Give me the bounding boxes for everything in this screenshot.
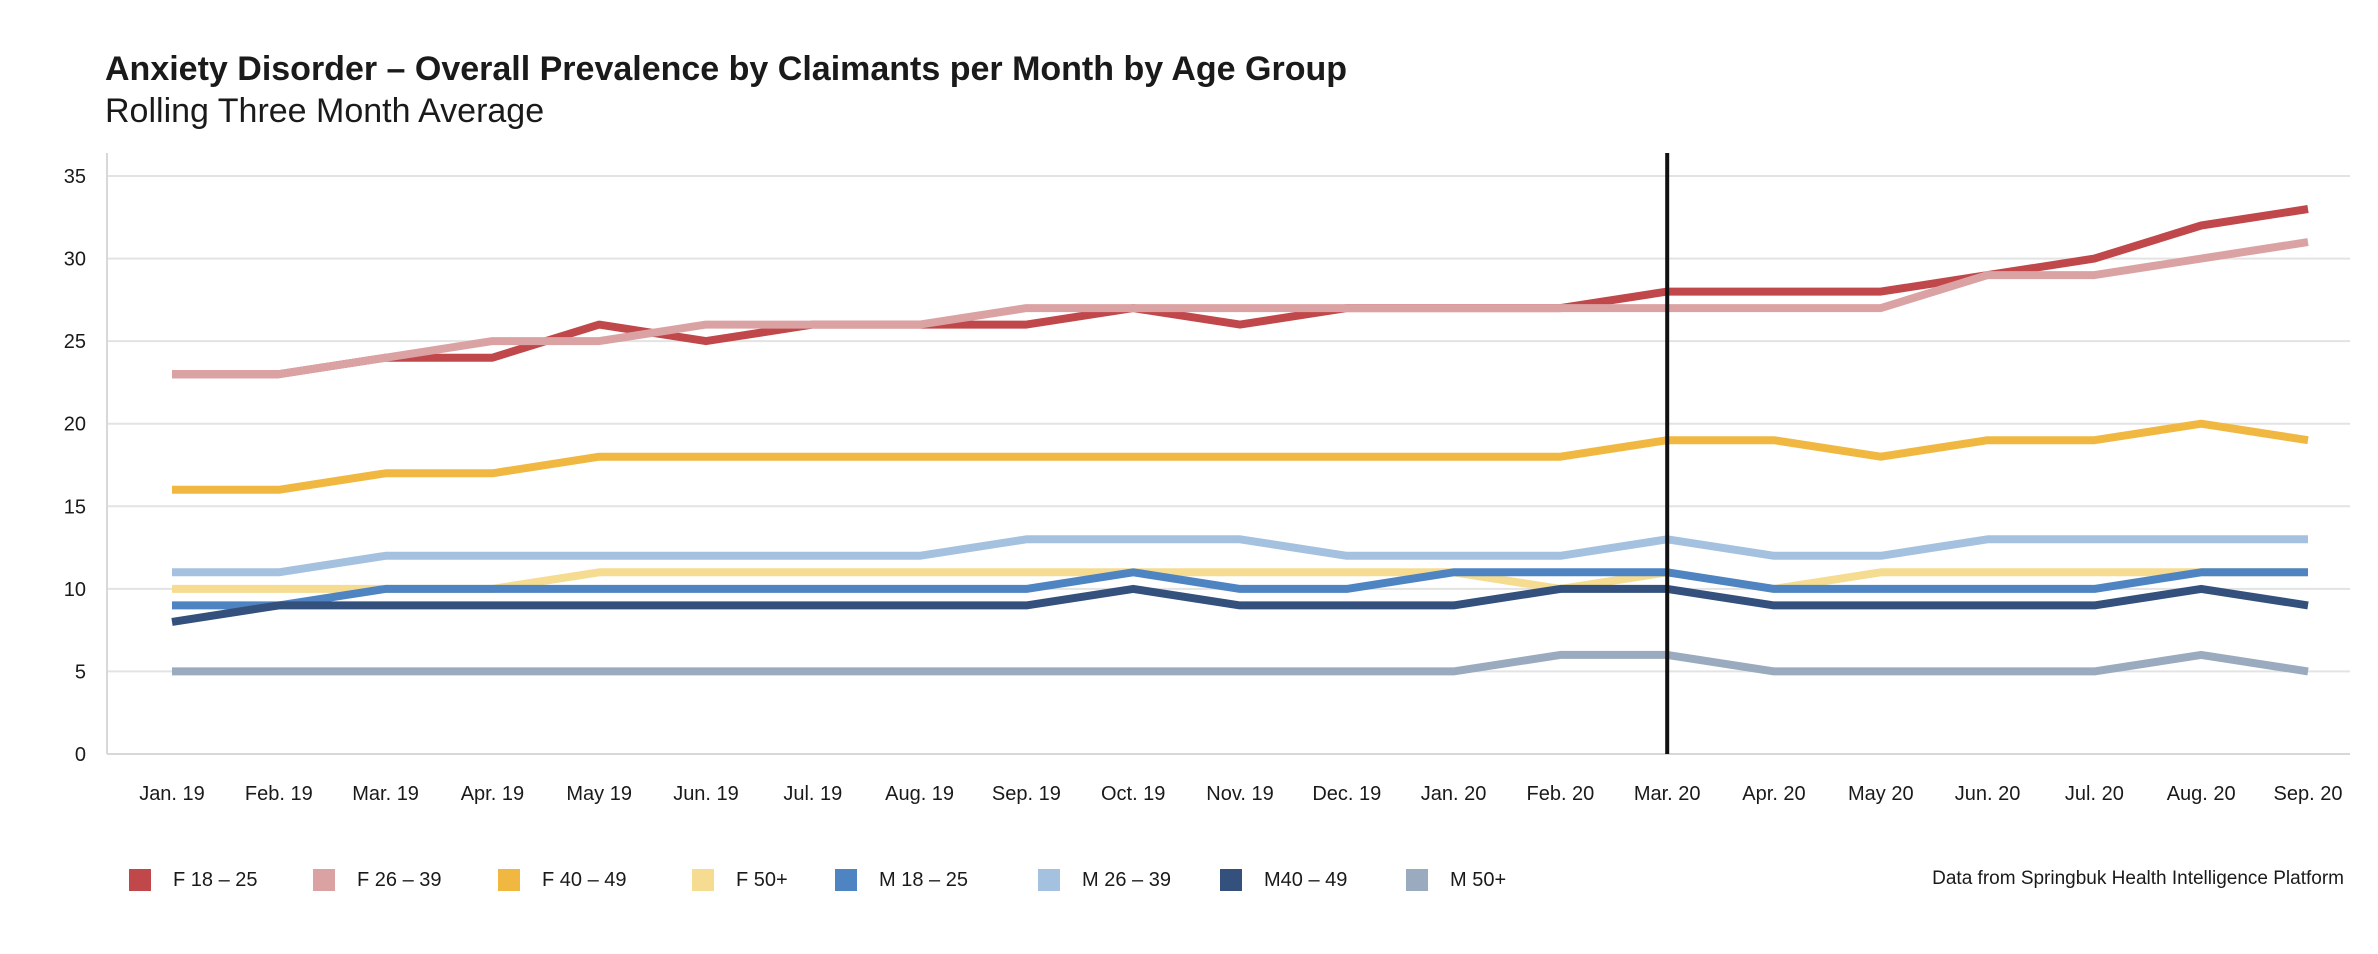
series-line-f-40-49 <box>172 419 2309 494</box>
legend-swatch <box>1406 869 1428 891</box>
legend: F 18 – 25 F 26 – 39 F 40 – 49 F 50+ M 18 – 2… <box>0 860 2378 900</box>
legend-swatch <box>129 869 151 891</box>
y-tick-label: 10 <box>64 579 86 601</box>
legend-item: M 50+ <box>1406 860 1506 900</box>
x-tick-label: Sep. 19 <box>992 783 1061 805</box>
legend-item: F 18 – 25 <box>129 860 258 900</box>
x-tick-label: Apr. 20 <box>1742 783 1805 805</box>
x-tick-label: Feb. 19 <box>245 783 313 805</box>
y-tick-label: 35 <box>64 166 86 188</box>
chart-subtitle: Rolling Three Month Average <box>105 92 545 130</box>
legend-item: M 26 – 39 <box>1038 860 1171 900</box>
legend-item: M 18 – 25 <box>835 860 968 900</box>
x-tick-label: Sep. 20 <box>2274 783 2343 805</box>
legend-swatch <box>1038 869 1060 891</box>
series-line-m-18-25 <box>172 568 2308 610</box>
x-tick-label: Apr. 19 <box>461 783 524 805</box>
chart-title: Anxiety Disorder – Overall Prevalence by… <box>105 50 1347 88</box>
x-tick-label: Jun. 20 <box>1955 783 2021 805</box>
legend-label: F 18 – 25 <box>173 868 258 891</box>
legend-label: M 50+ <box>1450 868 1507 891</box>
legend-swatch <box>692 869 714 891</box>
x-tick-label: Dec. 19 <box>1312 783 1381 805</box>
x-tick-label: Jan. 20 <box>1421 783 1487 805</box>
legend-item: F 40 – 49 <box>498 860 627 900</box>
x-tick-label: May 20 <box>1848 783 1914 805</box>
x-tick-label: Mar. 20 <box>1634 783 1701 805</box>
legend-item: M40 – 49 <box>1220 860 1347 900</box>
series-line-f-26-39 <box>172 238 2309 379</box>
series-line-m40-49 <box>171 584 2309 626</box>
legend-label: F 40 – 49 <box>542 868 627 891</box>
y-axis-ticks: 0 5 10 15 20 25 30 35 <box>64 166 86 766</box>
x-tick-label: Aug. 20 <box>2167 783 2236 805</box>
x-tick-label: Jul. 19 <box>783 783 842 805</box>
x-tick-label: Feb. 20 <box>1526 783 1594 805</box>
series-lines <box>171 205 2309 676</box>
legend-swatch <box>835 869 857 891</box>
y-tick-label: 15 <box>64 496 86 518</box>
x-axis-ticks: Jan. 19 Feb. 19 Mar. 19 Apr. 19 May 19 Jun. 1… <box>139 783 2342 805</box>
x-tick-label: Oct. 19 <box>1101 783 1165 805</box>
x-tick-label: Nov. 19 <box>1206 783 1273 805</box>
x-tick-label: Jan. 19 <box>139 783 205 805</box>
legend-swatch <box>1220 869 1242 891</box>
legend-swatch <box>498 869 520 891</box>
legend-item: F 50+ <box>692 860 788 900</box>
legend-label: F 26 – 39 <box>357 868 442 891</box>
x-tick-label: Jun. 19 <box>673 783 739 805</box>
series-line-f-50 <box>172 568 2308 593</box>
legend-label: M 18 – 25 <box>879 868 968 891</box>
series-line-f-18-25 <box>172 205 2309 379</box>
legend-label: F 50+ <box>736 868 788 891</box>
legend-label: M40 – 49 <box>1264 868 1348 891</box>
y-tick-label: 0 <box>75 744 86 766</box>
x-tick-label: Aug. 19 <box>885 783 954 805</box>
y-tick-label: 20 <box>64 414 86 436</box>
legend-item: F 26 – 39 <box>313 860 442 900</box>
y-tick-label: 25 <box>64 331 86 353</box>
x-tick-label: May 19 <box>566 783 632 805</box>
x-tick-label: Jul. 20 <box>2065 783 2124 805</box>
series-line-m-26-39 <box>172 535 2308 577</box>
x-tick-label: Mar. 19 <box>352 783 419 805</box>
series-line-m-50 <box>172 650 2309 676</box>
y-tick-label: 5 <box>75 661 86 683</box>
data-source-note: Data from Springbuk Health Intelligence … <box>1932 868 2344 889</box>
legend-swatch <box>313 869 335 891</box>
legend-label: M 26 – 39 <box>1082 868 1171 891</box>
y-tick-label: 30 <box>64 249 86 271</box>
